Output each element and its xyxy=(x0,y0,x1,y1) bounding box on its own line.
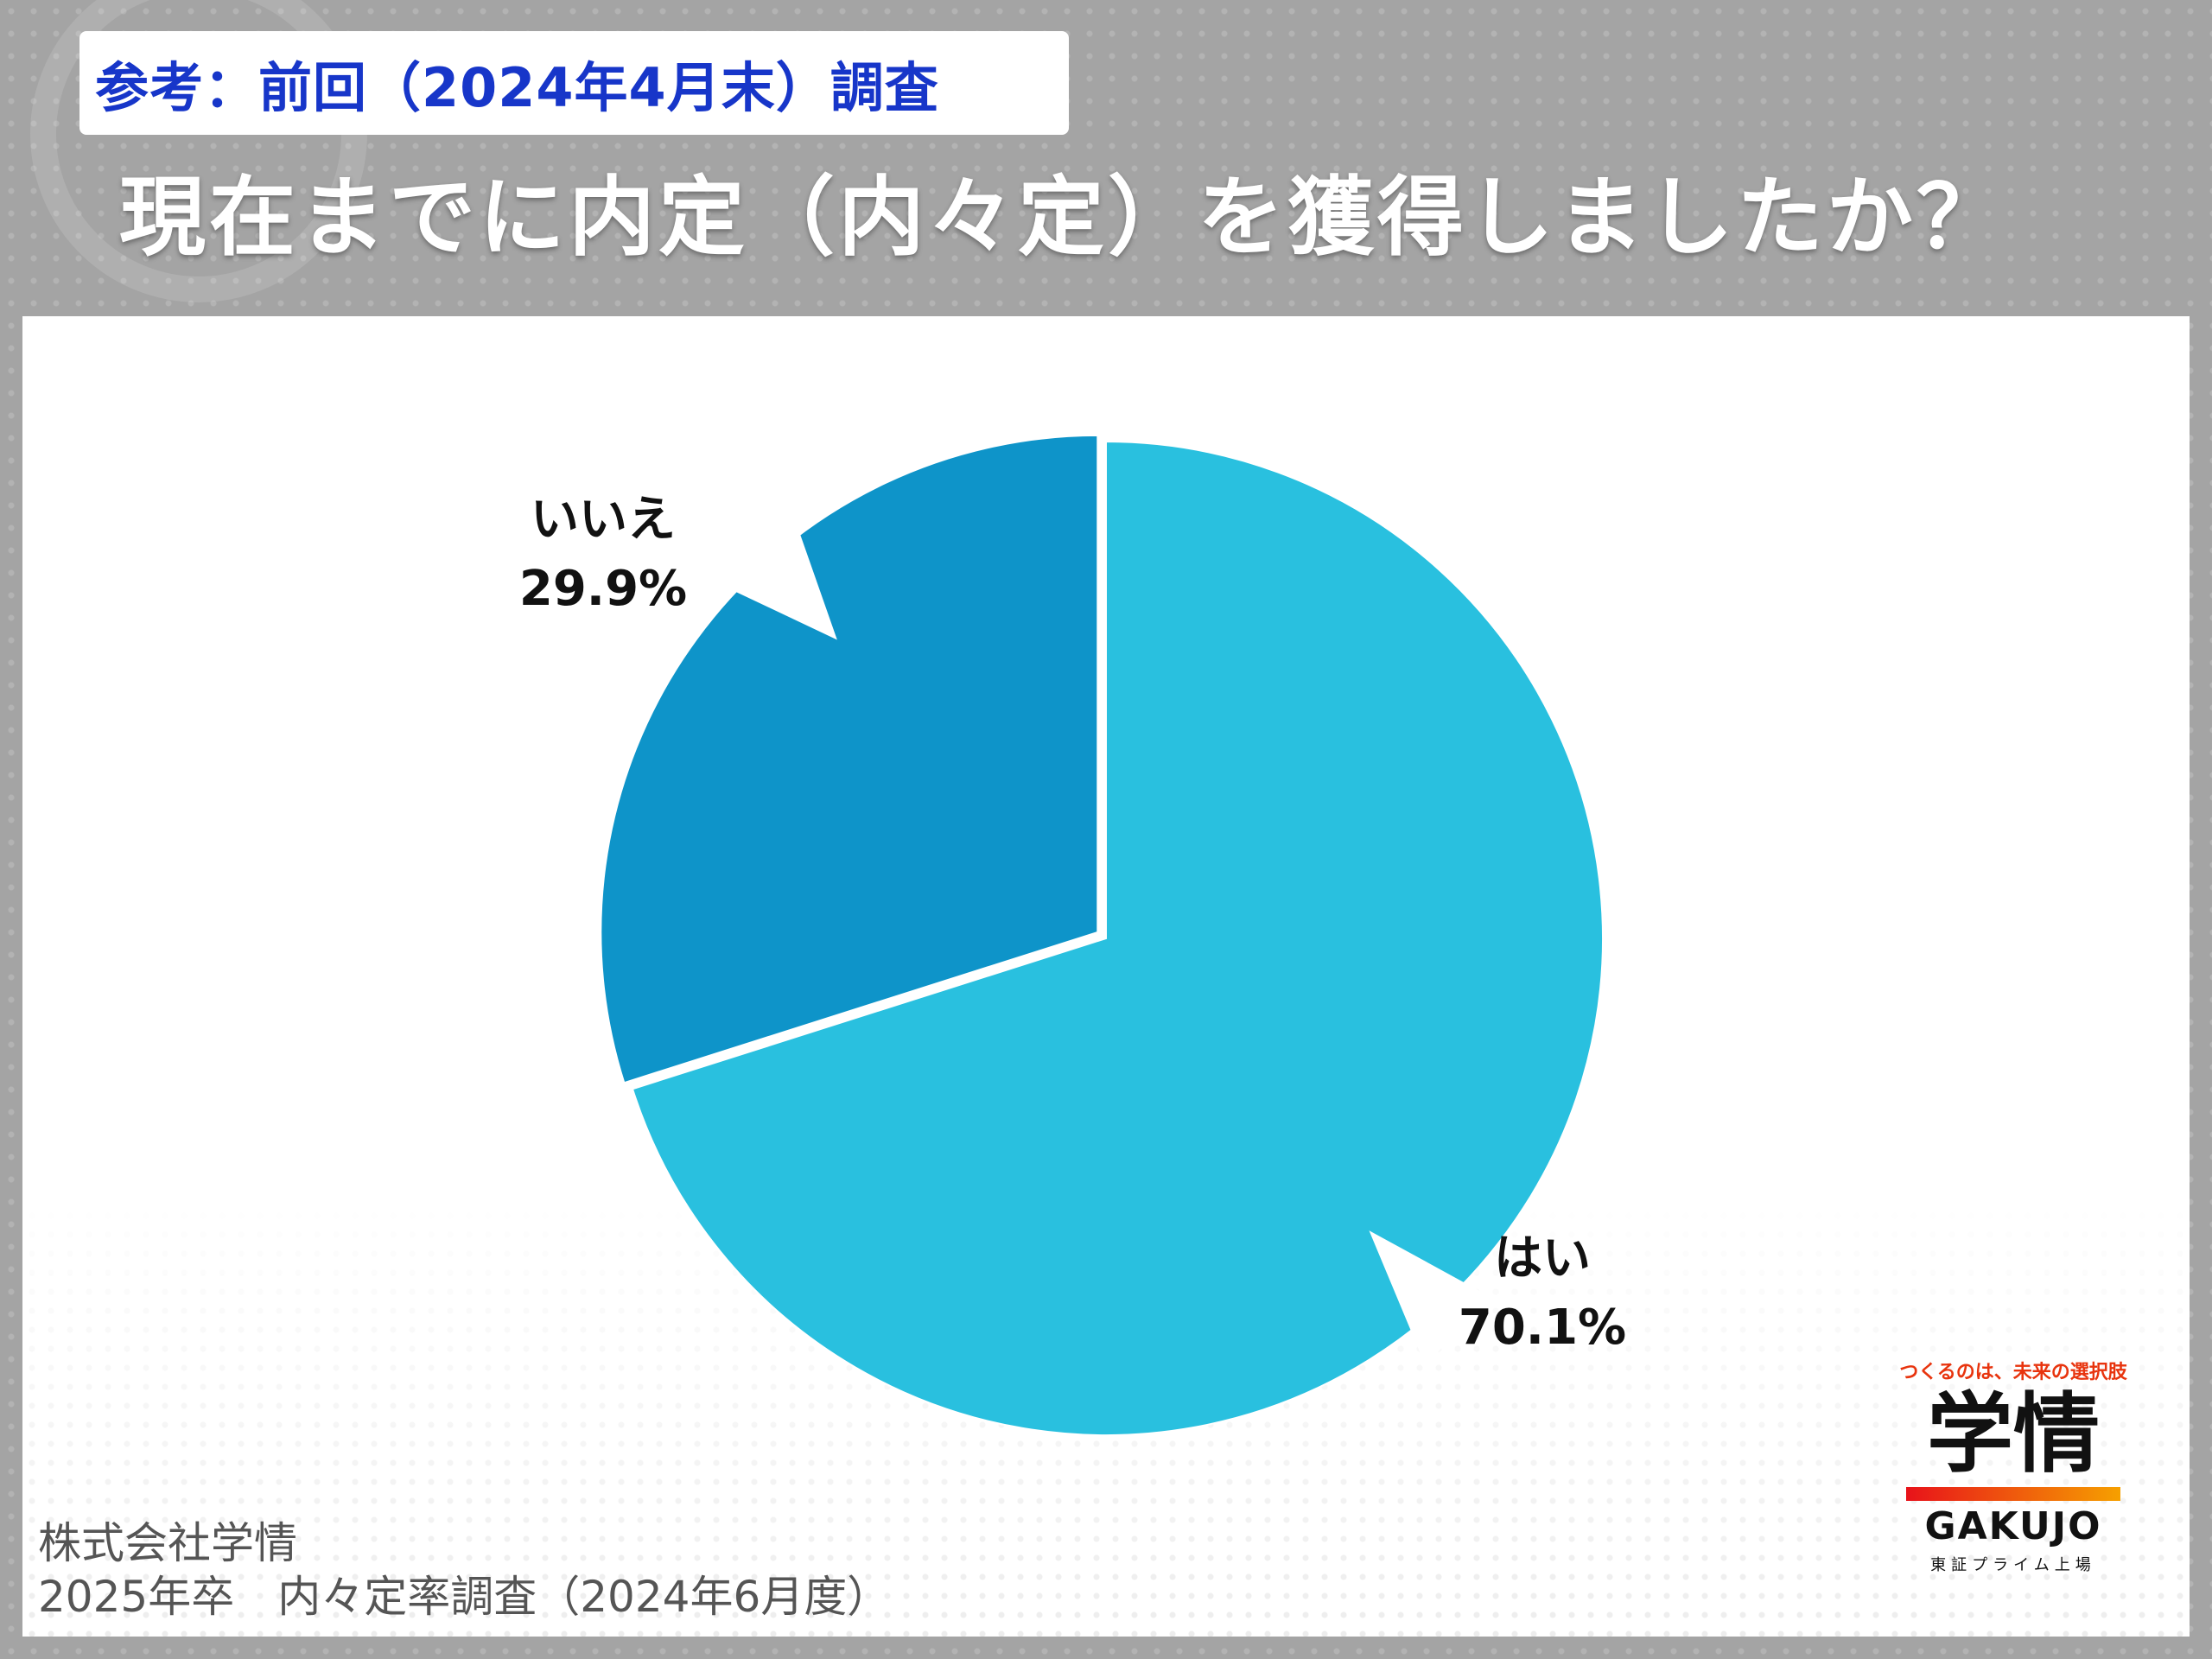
logo-name: GAKUJO xyxy=(1924,1504,2102,1548)
reference-note: 参考：前回（2024年4月末）調査 xyxy=(79,31,1069,135)
page-title: 現在までに内定（内々定）を獲得しましたか？ xyxy=(119,167,2006,268)
callout-notch xyxy=(1369,1230,1496,1364)
gakujo-logo: つくるのは、未来の選択肢 学情 GAKUJO 東証プライム上場 xyxy=(1892,1357,2134,1590)
pie-slice-0 xyxy=(631,440,1604,1436)
logo-gradient-bar xyxy=(1906,1487,2120,1501)
source-credit: 株式会社学情 2025年卒 内々定率調査（2024年6月度） xyxy=(38,1516,890,1624)
slice-name-label-0: はい xyxy=(1494,1230,1591,1287)
slice-value-label-1: 29.9% xyxy=(519,561,687,617)
slice-value-label-0: 70.1% xyxy=(1459,1300,1626,1356)
logo-sub: 東証プライム上場 xyxy=(1930,1556,2096,1574)
callout-notch xyxy=(712,510,837,640)
reference-note-text: 参考：前回（2024年4月末）調査 xyxy=(95,56,939,119)
source-company: 株式会社学情 xyxy=(38,1518,297,1568)
pie-slice-1 xyxy=(600,434,1099,1084)
source-survey: 2025年卒 内々定率調査（2024年6月度） xyxy=(38,1572,891,1622)
logo-tagline: つくるのは、未来の選択肢 xyxy=(1899,1362,2127,1383)
slice-name-label-1: いいえ xyxy=(531,492,676,548)
logo-mark: 学情 xyxy=(1927,1383,2100,1484)
